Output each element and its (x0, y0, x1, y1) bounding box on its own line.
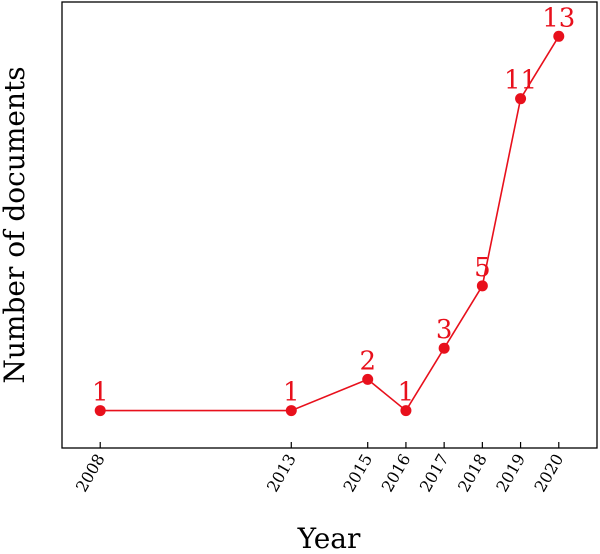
data-label: 3 (436, 315, 453, 345)
x-tick-label: 2013 (263, 451, 300, 496)
x-axis-ticks (99, 442, 560, 448)
data-point (285, 405, 297, 417)
data-point (362, 373, 374, 385)
x-tick-label: 2015 (339, 451, 376, 496)
data-label: 5 (474, 253, 491, 283)
data-point (400, 405, 412, 417)
data-label: 1 (398, 378, 415, 408)
x-axis-tick-labels: 2008 2013 2015 2016 2017 2018 2019 2020 (72, 451, 567, 496)
x-tick-label: 2008 (72, 451, 109, 496)
x-tick-label: 2019 (492, 451, 529, 496)
series-line (100, 35, 560, 412)
x-tick-label: 2020 (530, 451, 567, 496)
x-axis-title: Year (297, 522, 361, 554)
data-label: 11 (504, 66, 537, 96)
y-axis-title: Number of documents (0, 66, 31, 383)
data-point (553, 30, 565, 42)
data-point (515, 93, 527, 105)
data-label: 13 (542, 3, 575, 33)
data-point (476, 280, 488, 292)
data-label: 1 (283, 378, 300, 408)
data-points (94, 30, 565, 417)
data-point (94, 405, 106, 417)
x-tick-label: 2018 (454, 451, 491, 496)
plot-area-frame (61, 1, 598, 449)
data-label: 2 (359, 346, 376, 376)
data-label: 1 (92, 378, 109, 408)
data-point (438, 342, 450, 354)
x-tick-label: 2016 (378, 451, 415, 496)
x-tick-label: 2017 (416, 451, 453, 496)
